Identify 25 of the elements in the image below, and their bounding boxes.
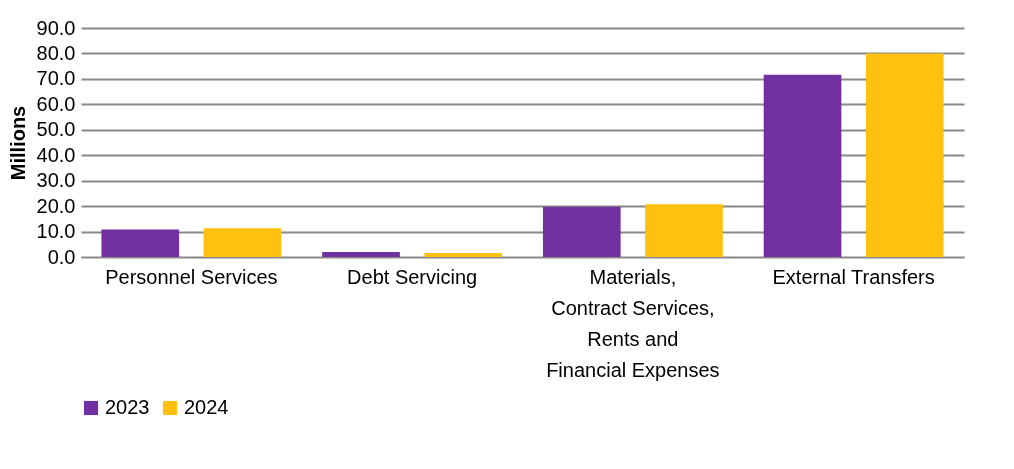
bar (865, 53, 944, 257)
y-tick-label: 80.0 (36, 41, 76, 64)
y-tick-label: 40.0 (36, 143, 76, 166)
bar (203, 228, 282, 257)
y-tick-label: 20.0 (36, 194, 76, 217)
y-tick-label: 70.0 (36, 67, 76, 90)
bar (763, 74, 842, 257)
y-tick-label: 30.0 (36, 169, 76, 192)
y-tick-label: 0.0 (47, 245, 76, 268)
y-tick-label: 50.0 (36, 118, 76, 141)
x-tick-label: External Transfers (772, 265, 935, 288)
bar (101, 229, 180, 257)
bar (542, 206, 621, 257)
y-tick-label: 60.0 (36, 92, 76, 115)
x-tick-label: Debt Servicing (347, 265, 478, 288)
x-tick-label: Personnel Services (105, 265, 278, 288)
y-axis-title: Millions (6, 105, 29, 181)
legend-label: 2024 (184, 396, 229, 418)
legend-label: 2023 (105, 396, 150, 418)
y-tick-label: 90.0 (36, 16, 76, 39)
bar (424, 252, 503, 257)
y-tick-label: 10.0 (36, 220, 76, 243)
bar (322, 251, 400, 257)
bar (645, 204, 723, 257)
x-tick-label: Materials, Contract Services, Rents and Financial Expenses (546, 265, 720, 381)
